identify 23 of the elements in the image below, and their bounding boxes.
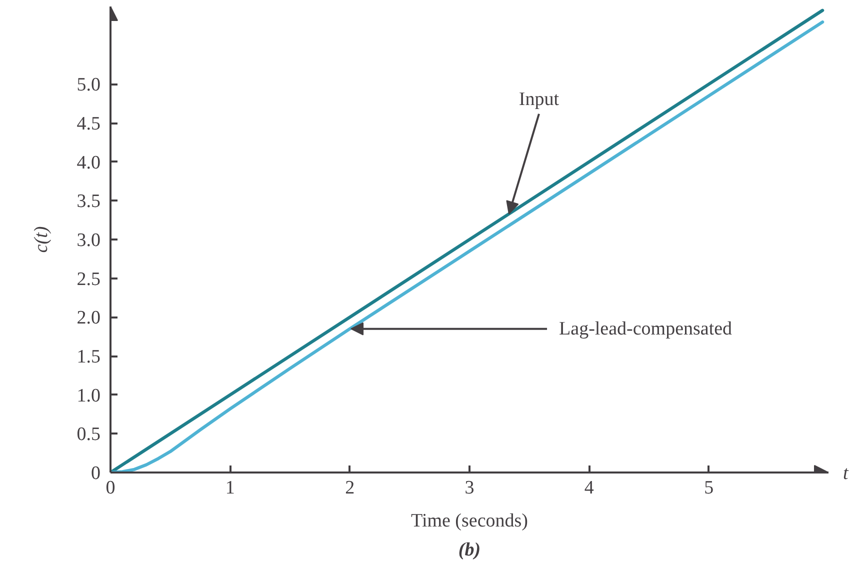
y-tick-label: 2.0 xyxy=(76,308,100,329)
y-tick-label: 2.5 xyxy=(76,268,100,290)
y-tick-label: 4.5 xyxy=(76,114,100,134)
x-tick-label: 4 xyxy=(584,478,594,498)
x-axis-title: Time (seconds) xyxy=(411,510,528,532)
y-tick-label: 0 xyxy=(91,463,100,484)
x-tick-label: 2 xyxy=(345,478,355,498)
text: (b) xyxy=(458,540,481,560)
y-tick-label: 0.5 xyxy=(76,424,100,446)
x-tick-label: 5 xyxy=(704,478,714,498)
annotation: Input xyxy=(518,88,560,110)
y-tick-label: 1.5 xyxy=(76,346,100,368)
y-tick-label: 3.0 xyxy=(76,230,100,251)
y-tick-label: 1.0 xyxy=(76,385,100,406)
x-tick-label: 0 xyxy=(106,478,116,498)
y-tick-label: 5.0 xyxy=(76,74,100,96)
text: t xyxy=(843,463,848,485)
y-axis-title: c(t) xyxy=(30,226,52,253)
x-tick-label: 1 xyxy=(225,478,235,498)
y-tick-label: 3.5 xyxy=(76,191,100,212)
x-tick-label: 3 xyxy=(464,478,474,498)
annotation: Lag-lead-compensated xyxy=(559,318,733,340)
y-tick-label: 4.0 xyxy=(76,152,100,174)
